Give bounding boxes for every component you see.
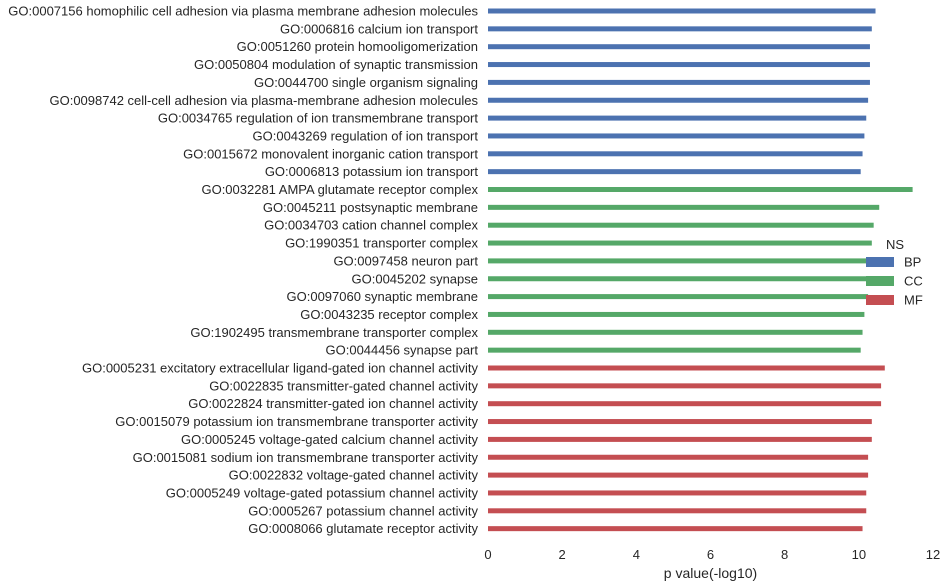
- bar-bp: [488, 8, 876, 14]
- bar-bp: [488, 151, 863, 157]
- category-label: GO:0008066 glutamate receptor activity: [248, 521, 478, 536]
- legend-label-bp: BP: [904, 255, 921, 270]
- x-tick-label: 6: [707, 547, 714, 562]
- x-tick-label: 10: [852, 547, 866, 562]
- category-label: GO:0005231 excitatory extracellular liga…: [82, 361, 479, 376]
- bar-mf: [488, 436, 872, 442]
- bar-mf: [488, 419, 872, 425]
- category-label: GO:0006816 calcium ion transport: [280, 21, 478, 36]
- bar-cc: [488, 222, 874, 228]
- category-label: GO:0043235 receptor complex: [300, 307, 478, 322]
- category-label: GO:1990351 transporter complex: [285, 236, 478, 251]
- category-label: GO:0015079 potassium ion transmembrane t…: [115, 414, 478, 429]
- category-label: GO:0005267 potassium channel activity: [248, 503, 478, 518]
- category-labels: GO:0007156 homophilic cell adhesion via …: [8, 4, 478, 537]
- x-tick-label: 4: [633, 547, 640, 562]
- bars: [488, 8, 913, 532]
- category-label: GO:0022832 voltage-gated channel activit…: [229, 468, 479, 483]
- bar-mf: [488, 401, 882, 407]
- legend: NS BP CC MF: [866, 237, 923, 308]
- bar-bp: [488, 97, 869, 103]
- category-label: GO:0007156 homophilic cell adhesion via …: [8, 4, 478, 19]
- category-label: GO:0098742 cell-cell adhesion via plasma…: [49, 93, 478, 108]
- bar-cc: [488, 276, 870, 282]
- bar-cc: [488, 294, 869, 300]
- bar-cc: [488, 204, 880, 210]
- category-label: GO:0044700 single organism signaling: [254, 75, 478, 90]
- category-label: GO:0043269 regulation of ion transport: [253, 128, 479, 143]
- category-label: GO:0051260 protein homooligomerization: [237, 39, 478, 54]
- category-label: GO:0015081 sodium ion transmembrane tran…: [133, 450, 479, 465]
- x-tick-label: 12: [926, 547, 940, 562]
- bar-bp: [488, 44, 870, 50]
- bar-bp: [488, 26, 872, 32]
- bar-mf: [488, 365, 885, 371]
- x-tick-label: 2: [559, 547, 566, 562]
- bar-cc: [488, 329, 863, 335]
- bar-cc: [488, 311, 865, 317]
- legend-title: NS: [886, 237, 904, 252]
- bar-cc: [488, 240, 872, 246]
- bar-mf: [488, 383, 882, 389]
- bar-cc: [488, 347, 861, 353]
- category-label: GO:0050804 modulation of synaptic transm…: [194, 57, 478, 72]
- category-label: GO:0005245 voltage-gated calcium channel…: [181, 432, 479, 447]
- x-axis-ticks: 0 2 4 6 8 10 12: [484, 547, 940, 562]
- bar-bp: [488, 133, 865, 139]
- legend-swatch-bp: [866, 257, 894, 267]
- bar-bp: [488, 62, 870, 68]
- category-label: GO:0045202 synapse: [352, 271, 478, 286]
- bar-mf: [488, 472, 869, 478]
- bar-mf: [488, 490, 867, 496]
- bar-cc: [488, 187, 913, 192]
- bar-mf: [488, 526, 863, 532]
- bar-bp: [488, 169, 861, 175]
- legend-swatch-mf: [866, 295, 894, 305]
- category-label: GO:0097060 synaptic membrane: [287, 289, 479, 304]
- category-label: GO:0022824 transmitter-gated ion channel…: [188, 396, 478, 411]
- x-tick-label: 8: [781, 547, 788, 562]
- category-label: GO:0097458 neuron part: [333, 253, 478, 268]
- bar-mf: [488, 508, 867, 514]
- category-label: GO:0034765 regulation of ion transmembra…: [158, 111, 479, 126]
- legend-label-mf: MF: [904, 293, 923, 308]
- bar-cc: [488, 258, 870, 264]
- legend-swatch-cc: [866, 276, 894, 286]
- category-label: GO:0034703 cation channel complex: [264, 218, 478, 233]
- category-label: GO:0015672 monovalent inorganic cation t…: [183, 146, 478, 161]
- category-label: GO:0044456 synapse part: [326, 343, 479, 358]
- category-label: GO:1902495 transmembrane transporter com…: [190, 325, 478, 340]
- category-label: GO:0005249 voltage-gated potassium chann…: [166, 485, 479, 500]
- bar-bp: [488, 79, 870, 85]
- category-label: GO:0032281 AMPA glutamate receptor compl…: [201, 182, 478, 197]
- x-tick-label: 0: [484, 547, 491, 562]
- bar-mf: [488, 454, 869, 460]
- x-axis-label: p value(-log10): [664, 565, 757, 581]
- legend-label-cc: CC: [904, 274, 923, 289]
- category-label: GO:0022835 transmitter-gated channel act…: [209, 378, 478, 393]
- bar-bp: [488, 115, 867, 121]
- category-label: GO:0006813 potassium ion transport: [265, 164, 479, 179]
- category-label: GO:0045211 postsynaptic membrane: [263, 200, 478, 215]
